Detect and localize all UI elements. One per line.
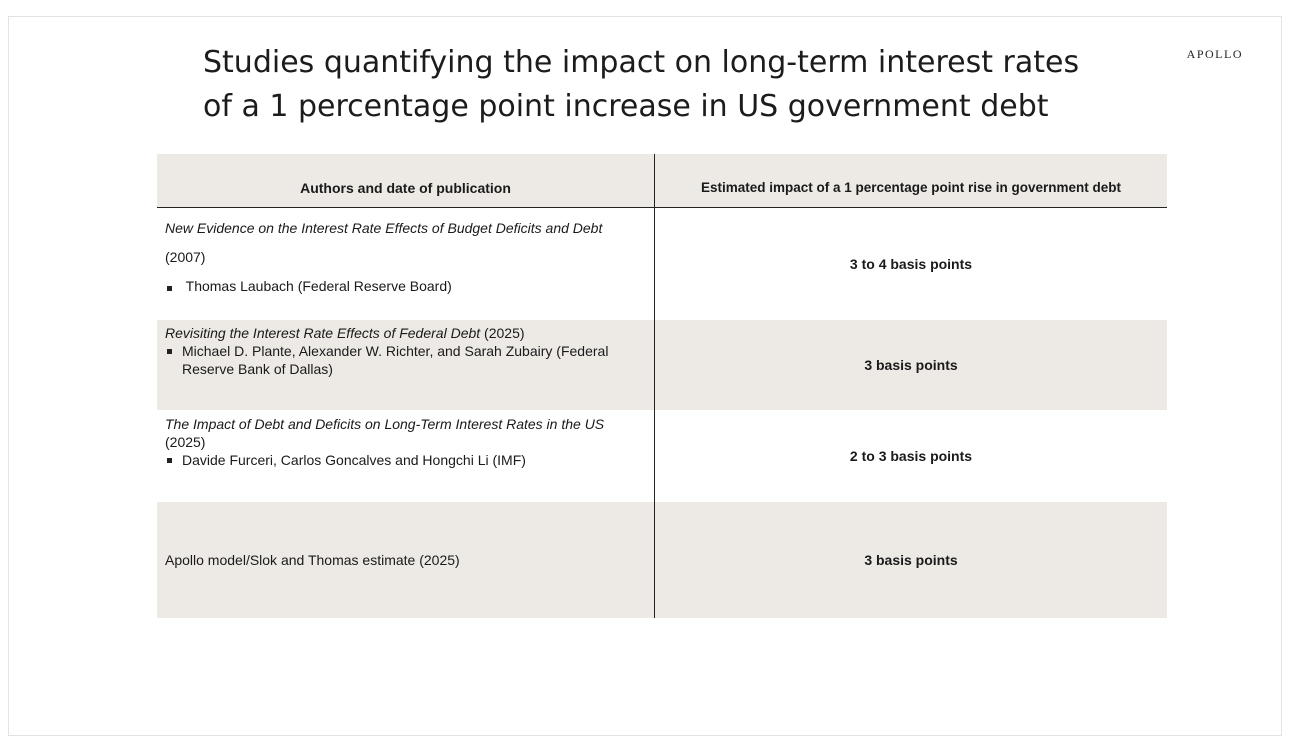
study-cell: Revisiting the Interest Rate Effects of … — [157, 320, 655, 410]
impact-cell: 3 basis points — [864, 552, 958, 568]
study-cell: The Impact of Debt and Deficits on Long-… — [157, 410, 655, 502]
page-title: Studies quantifying the impact on long-t… — [203, 41, 1103, 129]
study-cell: Apollo model/Slok and Thomas estimate (2… — [157, 502, 655, 618]
table-row: The Impact of Debt and Deficits on Long-… — [157, 410, 1167, 502]
study-title: Apollo model/Slok and Thomas estimate (2… — [165, 552, 460, 568]
authors-bullet: Thomas Laubach (Federal Reserve Board) — [165, 272, 646, 301]
impact-cell: 3 basis points — [864, 357, 958, 373]
study-cell: New Evidence on the Interest Rate Effect… — [157, 208, 655, 320]
study-year: (2025) — [165, 434, 206, 450]
title-line-1: Studies quantifying the impact on long-t… — [203, 45, 1080, 80]
study-title: The Impact of Debt and Deficits on Long-… — [165, 416, 605, 432]
table-row: Revisiting the Interest Rate Effects of … — [157, 320, 1167, 410]
header-impact: Estimated impact of a 1 percentage point… — [700, 180, 1122, 195]
bullet-icon — [167, 458, 172, 463]
authors-bullet: Davide Furceri, Carlos Goncalves and Hon… — [165, 451, 646, 469]
brand-logo: APOLLO — [1186, 47, 1243, 61]
studies-table: Authors and date of publication Estimate… — [157, 154, 1167, 618]
header-authors: Authors and date of publication — [157, 154, 655, 207]
study-title: Revisiting the Interest Rate Effects of … — [165, 325, 481, 341]
study-authors: Davide Furceri, Carlos Goncalves and Hon… — [182, 452, 526, 468]
table-row: Apollo model/Slok and Thomas estimate (2… — [157, 502, 1167, 618]
table-row: New Evidence on the Interest Rate Effect… — [157, 208, 1167, 320]
title-line-2: of a 1 percentage point increase in US g… — [203, 89, 1049, 124]
authors-bullet: Michael D. Plante, Alexander W. Richter,… — [165, 342, 646, 378]
bullet-icon — [167, 349, 172, 354]
study-title: New Evidence on the Interest Rate Effect… — [165, 220, 603, 236]
study-authors: Thomas Laubach (Federal Reserve Board) — [185, 278, 452, 294]
bullet-icon — [167, 286, 172, 291]
impact-cell: 2 to 3 basis points — [849, 448, 973, 464]
table-header-row: Authors and date of publication Estimate… — [157, 154, 1167, 208]
study-authors: Michael D. Plante, Alexander W. Richter,… — [182, 343, 609, 377]
study-year: (2025) — [484, 325, 525, 341]
study-year: (2007) — [165, 249, 206, 265]
slide: Studies quantifying the impact on long-t… — [8, 16, 1282, 736]
impact-cell: 3 to 4 basis points — [849, 256, 973, 272]
